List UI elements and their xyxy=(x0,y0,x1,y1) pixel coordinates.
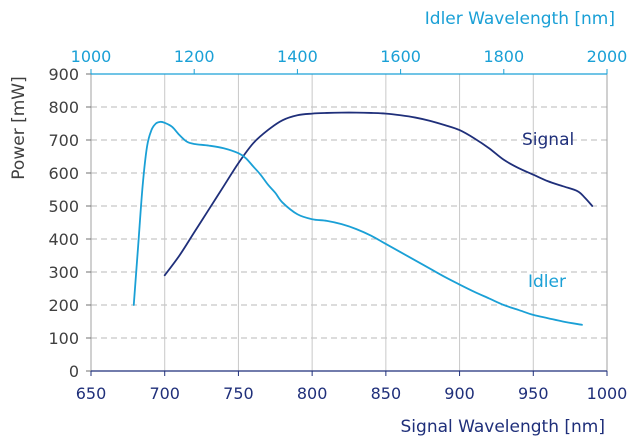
x2-axis-title: Idler Wavelength [nm] xyxy=(425,9,615,29)
grid xyxy=(91,74,607,371)
x-tick-label: 700 xyxy=(149,384,180,403)
x2-tick-label: 1800 xyxy=(483,47,524,66)
x-tick-label: 650 xyxy=(76,384,107,403)
series-label-signal: Signal xyxy=(522,130,574,150)
x-tick-label: 900 xyxy=(444,384,475,403)
y-tick-label: 200 xyxy=(48,296,79,315)
x2-tick-label: 1000 xyxy=(71,47,112,66)
x-tick-label: 800 xyxy=(297,384,328,403)
y-tick-label: 700 xyxy=(48,131,79,150)
x2-tick-label: 2000 xyxy=(587,47,628,66)
x-tick-label: 1000 xyxy=(587,384,628,403)
y-tick-label: 600 xyxy=(48,164,79,183)
series-lines xyxy=(132,111,594,326)
x2-tick-label: 1200 xyxy=(174,47,215,66)
y-tick-label: 500 xyxy=(48,197,79,216)
plot-frame xyxy=(90,73,608,372)
series-line-idler xyxy=(132,120,583,326)
axes xyxy=(86,69,608,376)
x-tick-label: 850 xyxy=(371,384,402,403)
y-axis-title: Power [mW] xyxy=(9,76,29,179)
y-tick-label: 0 xyxy=(69,362,79,381)
y-tick-label: 400 xyxy=(48,230,79,249)
x-tick-label: 950 xyxy=(518,384,549,403)
y-tick-label: 900 xyxy=(48,65,79,84)
y-tick-label: 300 xyxy=(48,263,79,282)
x2-tick-label: 1600 xyxy=(380,47,421,66)
x-tick-label: 750 xyxy=(223,384,254,403)
x-axis-title: Signal Wavelength [nm] xyxy=(401,417,605,437)
y-tick-label: 800 xyxy=(48,98,79,117)
series-label-idler: Idler xyxy=(528,272,566,292)
series-line-signal xyxy=(163,111,594,277)
x2-tick-label: 1400 xyxy=(277,47,318,66)
tick-labels: 0 100 200 300 400 500 600 700 800 900 650 700 750 800… xyxy=(48,47,627,403)
y-tick-label: 100 xyxy=(48,329,79,348)
